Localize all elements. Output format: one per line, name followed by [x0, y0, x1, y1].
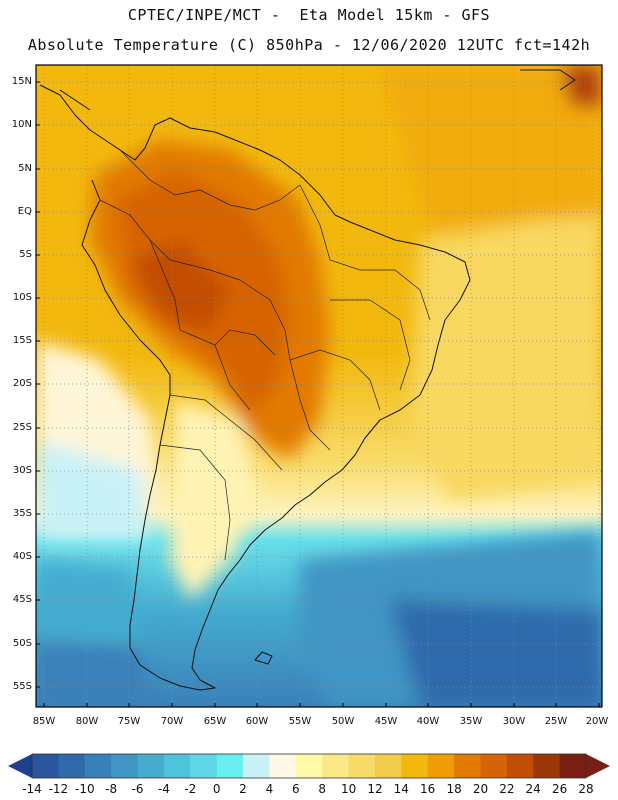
- colorbar-cell: [348, 754, 376, 778]
- south-america-coast: [39, 84, 471, 691]
- colorbar-tick-label: -10: [74, 782, 95, 796]
- lon-label-65w: 65W: [203, 716, 227, 727]
- lat-label-20s: 20S: [12, 378, 32, 389]
- colorbar-cell: [559, 754, 587, 778]
- lat-label-55s: 55S: [12, 681, 32, 692]
- lon-label-80w: 80W: [75, 716, 99, 727]
- colorbar-tick-label: -8: [105, 782, 118, 796]
- lon-label-50w: 50W: [331, 716, 355, 727]
- temperature-field: [36, 65, 602, 707]
- colorbar-tick-label: 28: [578, 782, 594, 796]
- field-atlantic-warm: [410, 210, 602, 500]
- lon-label-25w: 25W: [544, 716, 568, 727]
- colorbar-cell: [506, 754, 534, 778]
- colorbar-cell: [111, 754, 138, 778]
- colorbar-tick-label: 26: [551, 782, 568, 796]
- colorbar-tick-label: -2: [184, 782, 197, 796]
- lon-label-55w: 55W: [288, 716, 312, 727]
- colorbar-cell: [533, 754, 561, 778]
- colorbar-tick-label: 24: [525, 782, 541, 796]
- colorbar: [8, 753, 610, 779]
- lon-label-40w: 40W: [416, 716, 440, 727]
- colorbar-left-arrow: [8, 754, 32, 778]
- map-frame: [35, 64, 603, 708]
- lat-label-5s: 5S: [19, 249, 32, 260]
- coastlines: [39, 69, 576, 691]
- falkland-islands: [254, 651, 273, 665]
- lat-label-5n: 5N: [18, 163, 32, 174]
- colorbar-tick-label: 22: [499, 782, 515, 796]
- field-patagonia-pale: [170, 400, 260, 600]
- title-line-2: Absolute Temperature (C) 850hPa - 12/06/…: [27, 36, 591, 54]
- lon-label-85w: 85W: [32, 716, 56, 727]
- colorbar-cell: [216, 754, 244, 778]
- colorbar-tick-label: 20: [472, 782, 489, 796]
- lat-label-15s: 15S: [12, 335, 32, 346]
- colorbar-cell: [163, 754, 191, 778]
- lat-label-50s: 50S: [12, 638, 32, 649]
- colorbar-tick-label: -14: [22, 782, 42, 796]
- colorbar-cell: [295, 754, 323, 778]
- colorbar-tick-label: 0: [212, 782, 221, 796]
- political-borders: [99, 149, 431, 561]
- lat-label-15n: 15N: [11, 76, 32, 87]
- lat-label-25s: 25S: [12, 422, 32, 433]
- colorbar-tick-label: 12: [367, 782, 383, 796]
- colorbar-tick-label: 8: [318, 782, 326, 796]
- colorbar-tick-label: 10: [340, 782, 357, 796]
- colorbar-cell: [58, 754, 86, 778]
- lat-label-45s: 45S: [12, 594, 32, 605]
- field-amazon-core: [130, 240, 230, 330]
- lat-label-10n: 10N: [11, 119, 32, 130]
- colorbar-tick-label: 14: [393, 782, 409, 796]
- lon-label-30w: 30W: [502, 716, 526, 727]
- axis-ticks: [36, 81, 600, 707]
- colorbar-tick-label: 2: [239, 782, 247, 796]
- lon-label-35w: 35W: [459, 716, 483, 727]
- field-south-atlantic-colder: [390, 600, 602, 707]
- colorbar-cell: [322, 754, 349, 778]
- field-southeast-pacific-cold: [36, 640, 150, 707]
- lat-label-10s: 10S: [12, 292, 32, 303]
- lon-label-75w: 75W: [117, 716, 141, 727]
- lon-label-70w: 70W: [160, 716, 184, 727]
- colorbar-cell: [480, 754, 508, 778]
- lon-label-60w: 60W: [245, 716, 269, 727]
- lat-label-30s: 30S: [12, 465, 32, 476]
- title-line-1: CPTEC/INPE/MCT - Eta Model 15km - GFS: [127, 6, 491, 24]
- colorbar-cell: [137, 754, 165, 778]
- field-north-atlantic: [380, 65, 602, 230]
- colorbar-tick-label: 18: [446, 782, 462, 796]
- colorbar-cell: [269, 754, 297, 778]
- lat-label-35s: 35S: [12, 508, 32, 519]
- lon-label-45w: 45W: [374, 716, 398, 727]
- colorbar-tick-label: 16: [420, 782, 436, 796]
- caribbean-coast: [520, 69, 576, 91]
- lon-label-20w: 20W: [585, 716, 609, 727]
- colorbar-cell: [374, 754, 402, 778]
- colorbar-tick-label: 4: [265, 782, 274, 796]
- colorbar-cell: [427, 754, 455, 778]
- colorbar-frame: [31, 753, 587, 779]
- colorbar-cell: [401, 754, 429, 778]
- colorbar-cell: [454, 754, 481, 778]
- field-pacific-cool: [36, 440, 150, 540]
- lat-label-40s: 40S: [12, 551, 32, 562]
- colorbar-cell: [243, 754, 270, 778]
- colorbar-cell: [190, 754, 218, 778]
- colorbar-cell: [84, 754, 112, 778]
- colorbar-tick-label: -6: [131, 782, 144, 796]
- central-america-coast: [59, 89, 91, 111]
- colorbar-right-arrow: [586, 754, 610, 778]
- field-caribbean-hot: [560, 65, 602, 110]
- colorbar-tick-label: -12: [48, 782, 69, 796]
- lat-label-eq: EQ: [17, 206, 32, 217]
- colorbar-cell: [32, 754, 59, 778]
- colorbar-tick-label: -4: [157, 782, 170, 796]
- colorbar-tick-label: 6: [291, 782, 300, 796]
